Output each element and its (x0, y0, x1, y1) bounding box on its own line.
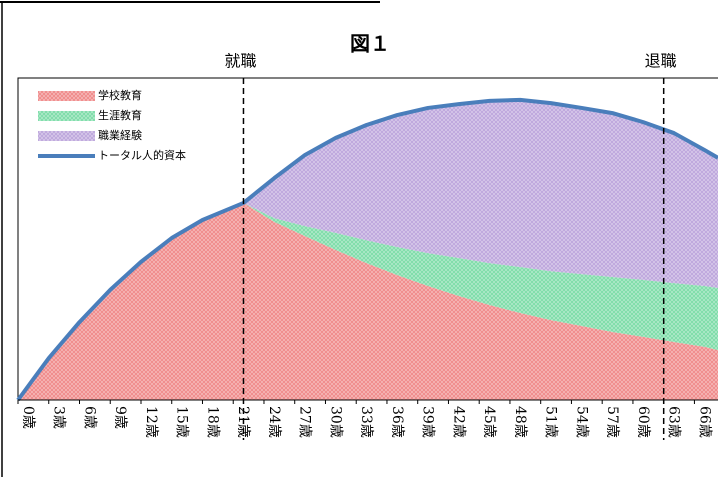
area (18, 99, 718, 401)
legend-label: 職業経験 (98, 128, 142, 142)
x-tick-label: 45歳 (481, 406, 497, 438)
x-tick-label: 18歳 (204, 406, 220, 438)
x-tick-label: 36歳 (389, 406, 405, 438)
x-tick-label: 57歳 (604, 406, 620, 438)
annotation-label: 就職 (224, 52, 256, 71)
x-tick-label: 39歳 (420, 406, 436, 438)
x-tick-label: 63歳 (666, 406, 682, 438)
area (18, 202, 718, 400)
x-tick-label: 27歳 (297, 406, 313, 438)
x-tick-label: 51歳 (543, 406, 559, 438)
x-tick-label: 30歳 (327, 406, 343, 438)
legend-label: 生涯教育 (98, 108, 142, 122)
chart-title: 図１ (350, 32, 390, 56)
x-tick-label: 60歳 (635, 406, 651, 438)
x-tick-label: 3歳 (51, 406, 67, 429)
legend-swatch (38, 111, 95, 121)
x-tick-label: 15歳 (174, 406, 190, 438)
legend-swatch (38, 91, 95, 101)
x-tick-label: 6歳 (81, 406, 97, 429)
x-tick-label: 66歳 (696, 406, 712, 438)
x-tick-label: 24歳 (266, 406, 282, 438)
area (18, 202, 718, 400)
legend-label: 学校教育 (98, 88, 142, 102)
x-tick-label: 0歳 (20, 406, 36, 429)
x-tick-label: 12歳 (143, 406, 159, 438)
legend-swatch (38, 131, 95, 141)
x-tick-label: 33歳 (358, 406, 374, 438)
x-tick-label: 42歳 (450, 406, 466, 438)
x-tick-label: 9歳 (112, 406, 128, 429)
x-tick-label: 48歳 (512, 406, 528, 438)
total-line (16, 97, 718, 402)
annotation-label: 退職 (645, 52, 677, 71)
legend-label: トータル人的資本 (98, 148, 186, 162)
x-tick-label: 54歳 (573, 406, 589, 438)
